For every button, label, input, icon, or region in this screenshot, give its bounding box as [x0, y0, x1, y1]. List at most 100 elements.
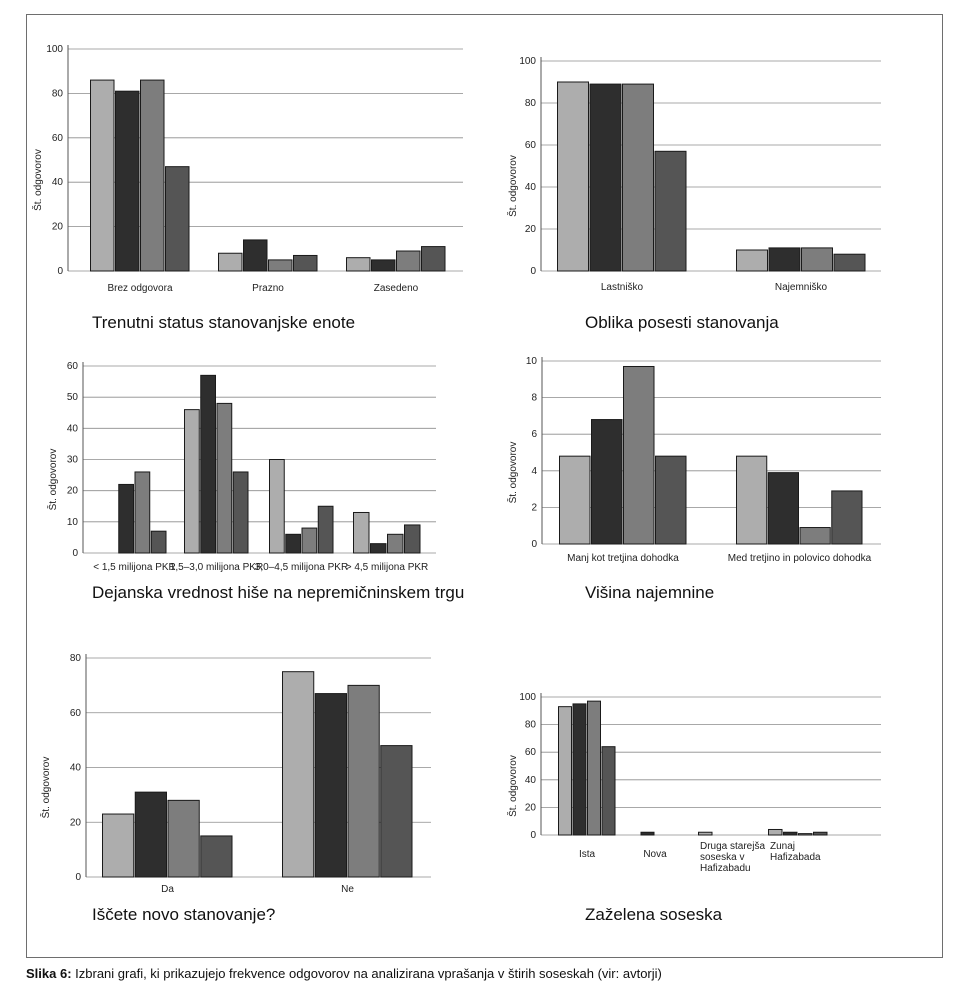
- bar: [589, 83, 622, 272]
- category-label: Med tretjino in polovico dohodka: [728, 553, 872, 564]
- y-tick-label: 100: [46, 44, 63, 55]
- y-axis-label: Št. odgovorov: [506, 755, 519, 817]
- bar: [317, 505, 334, 554]
- bar: [167, 799, 200, 878]
- chart-title: Zaželena soseska: [585, 905, 723, 924]
- caption-label: Slika 6:: [26, 966, 72, 981]
- bar: [380, 745, 413, 878]
- bar: [301, 527, 318, 554]
- bar: [115, 90, 140, 272]
- bar: [102, 813, 135, 878]
- y-tick-label: 20: [525, 224, 537, 235]
- y-axis-label: Št. odgovorov: [31, 149, 44, 211]
- bar: [371, 259, 396, 272]
- bar: [134, 791, 167, 878]
- caption-text: Izbrani grafi, ki prikazujejo frekvence …: [75, 966, 662, 981]
- category-label: Druga starejša soseska v Hafizabadu: [700, 841, 765, 874]
- y-tick-label: 40: [525, 182, 537, 193]
- y-axis-label: Št. odgovorov: [506, 442, 519, 504]
- bar: [218, 252, 243, 272]
- y-tick-label: 0: [530, 266, 536, 277]
- y-tick-label: 0: [75, 872, 81, 883]
- y-axis-label: Št. odgovorov: [39, 757, 52, 819]
- y-tick-label: 50: [67, 392, 79, 403]
- category-label: Najemniško: [775, 282, 828, 293]
- bar: [601, 746, 616, 836]
- bar: [200, 835, 233, 878]
- y-tick-label: 20: [525, 802, 537, 813]
- y-tick-label: 40: [52, 177, 64, 188]
- y-tick-label: 10: [67, 517, 79, 528]
- bar: [591, 419, 623, 545]
- category-label: < 1,5 milijona PKR: [93, 562, 176, 573]
- y-tick-label: 10: [526, 356, 538, 367]
- y-tick-label: 8: [531, 393, 537, 404]
- bar: [216, 402, 233, 554]
- bar: [736, 249, 768, 272]
- bar: [698, 831, 713, 836]
- category-label: Prazno: [252, 283, 284, 294]
- chart-title: Oblika posesti stanovanja: [585, 313, 779, 332]
- category-label: 1,5–3,0 milijona PKR: [170, 562, 263, 573]
- y-tick-label: 80: [70, 653, 82, 664]
- y-tick-label: 60: [525, 747, 537, 758]
- y-axis-label: Št. odgovorov: [46, 449, 59, 511]
- bar-chart: 0 20 40 60 80 100 Št. odgovorov Lastniško Najemn…: [506, 56, 881, 293]
- bar: [200, 374, 216, 554]
- y-tick-label: 2: [531, 502, 537, 513]
- bar: [831, 490, 863, 545]
- bar: [655, 455, 687, 545]
- bar: [557, 81, 589, 272]
- y-tick-label: 30: [67, 455, 79, 466]
- bar: [799, 527, 831, 545]
- bar: [347, 684, 380, 878]
- category-label: 3,0–4,5 milijona PKR: [255, 562, 348, 573]
- bar: [801, 247, 833, 272]
- bar: [118, 483, 134, 554]
- bar: [268, 259, 293, 272]
- y-tick-label: 20: [70, 817, 82, 828]
- bar: [559, 455, 591, 545]
- bar: [353, 511, 370, 554]
- bar: [640, 831, 655, 836]
- y-tick-label: 0: [72, 548, 78, 559]
- bar: [654, 150, 687, 272]
- y-tick-label: 40: [67, 423, 79, 434]
- bar: [370, 543, 387, 554]
- category-label: Nova: [643, 849, 667, 860]
- y-tick-label: 0: [57, 266, 63, 277]
- category-label: Manj kot tretjina dohodka: [567, 553, 679, 564]
- bar: [134, 471, 151, 554]
- category-label: Brez odgovora: [107, 283, 172, 294]
- bar: [587, 700, 601, 836]
- category-label: Ne: [341, 884, 354, 895]
- bar-chart: 0 10 20 30 40 50 60 Št. odgovorov < 1,5 milijona…: [46, 361, 436, 573]
- chart-title: Iščete novo stanovanje?: [92, 905, 276, 924]
- bar: [282, 671, 315, 878]
- bar: [623, 365, 655, 545]
- y-tick-label: 40: [70, 763, 82, 774]
- bar: [736, 455, 768, 545]
- bar: [165, 166, 190, 272]
- y-tick-label: 100: [519, 56, 536, 67]
- y-tick-label: 20: [52, 222, 64, 233]
- bar-chart: 0 2 4 6 8 10 Št. odgovorov Manj kot tretjina do…: [506, 356, 881, 564]
- bar: [396, 250, 421, 272]
- bar-chart: 0 20 40 60 80 100 Št. odgovorov Ista Nova Druga s…: [506, 692, 881, 874]
- y-tick-label: 80: [52, 88, 64, 99]
- y-axis-label: Št. odgovorov: [506, 155, 519, 217]
- y-tick-label: 60: [70, 708, 82, 719]
- y-tick-label: 40: [525, 775, 537, 786]
- y-tick-label: 60: [67, 361, 79, 372]
- figure-caption: Slika 6: Izbrani grafi, ki prikazujejo f…: [26, 966, 662, 981]
- bar: [232, 471, 249, 554]
- bar: [404, 524, 421, 554]
- bar: [572, 703, 587, 836]
- bar: [783, 831, 798, 836]
- bar: [346, 257, 371, 272]
- bar: [90, 79, 115, 272]
- y-tick-label: 60: [525, 140, 537, 151]
- bar: [184, 409, 200, 554]
- bar: [140, 79, 165, 272]
- chart-title: Dejanska vrednost hiše na nepremičninske…: [92, 583, 465, 602]
